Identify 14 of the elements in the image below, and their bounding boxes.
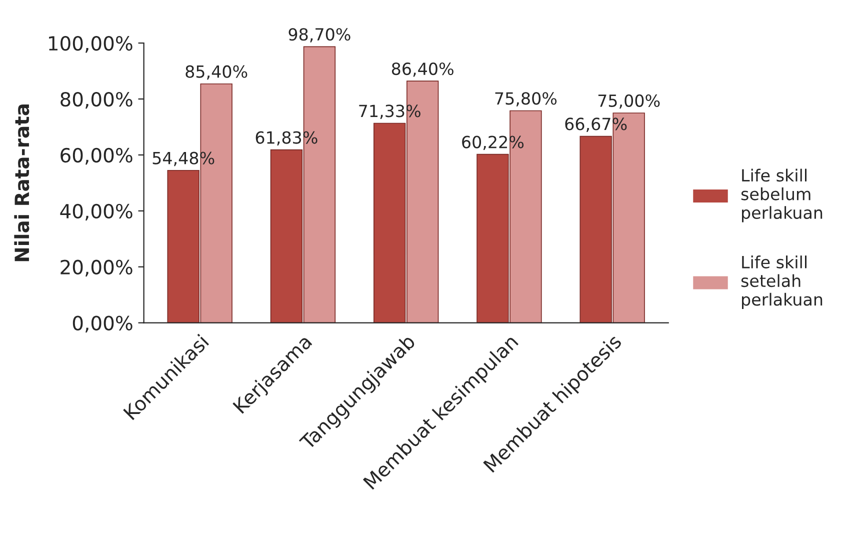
data-label: 98,70% <box>288 28 350 42</box>
data-label: 75,00% <box>598 94 660 109</box>
y-tick-label: 20,00% <box>60 260 132 276</box>
legend-label: Life skill setelah perlakuan <box>741 256 822 309</box>
y-tick-label: 100,00% <box>49 36 132 53</box>
data-label: 85,40% <box>186 65 248 80</box>
y-tick-label: 40,00% <box>60 204 132 221</box>
data-label: 75,80% <box>495 92 557 106</box>
y-tick-label: 0,00% <box>72 316 132 332</box>
y-axis-title: Nilai Rata-rata <box>14 104 30 262</box>
y-tick-label: 60,00% <box>60 148 132 165</box>
y-tick-label: 80,00% <box>60 92 132 109</box>
legend-label: Life skill sebelum perlakuan <box>741 168 822 222</box>
data-label: 86,40% <box>392 62 454 77</box>
